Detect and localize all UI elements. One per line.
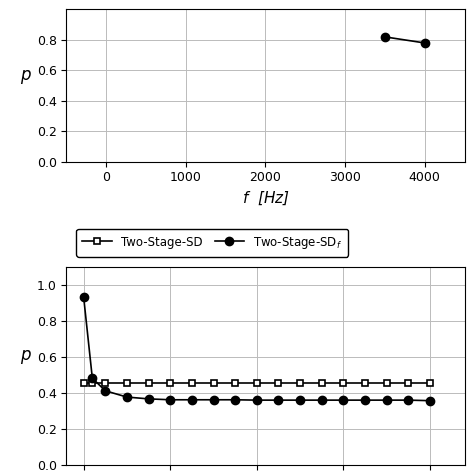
- Legend: Two-Stage-SD, Two-Stage-SD$_f$: Two-Stage-SD, Two-Stage-SD$_f$: [76, 229, 348, 257]
- Text: (a): (a): [255, 230, 275, 244]
- Y-axis label: $p$: $p$: [19, 347, 31, 365]
- Y-axis label: $p$: $p$: [19, 68, 31, 86]
- X-axis label: $f$  [Hz]: $f$ [Hz]: [242, 190, 289, 207]
